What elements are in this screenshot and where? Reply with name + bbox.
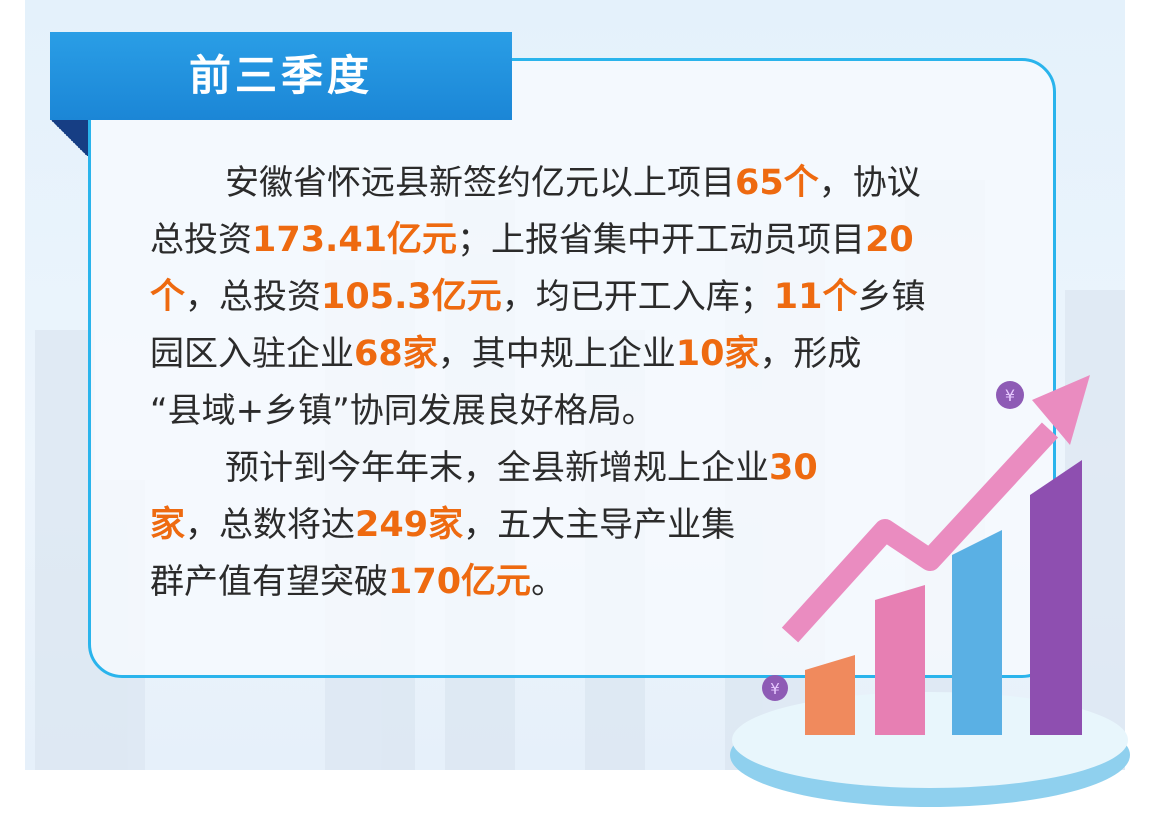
text-segment: 乡镇 [857, 277, 926, 317]
text-segment: 园区入驻企业 [150, 334, 354, 374]
text-line: 园区入驻企业68家，其中规上企业10家，形成 [150, 326, 1030, 383]
highlight-figure: 家 [150, 505, 186, 545]
highlight-figure: 170亿元 [388, 562, 532, 602]
yuan-coin-icon: ¥ [996, 381, 1024, 409]
trend-arrow-line [781, 422, 1059, 643]
section-title: 前三季度 [188, 51, 373, 100]
bar-2 [875, 585, 925, 735]
body-text: 安徽省怀远县新签约亿元以上项目65个，协议 总投资173.41亿元；上报省集中开工… [150, 155, 1030, 611]
highlight-figure: 20 [865, 220, 914, 260]
text-line: 个，总投资105.3亿元，均已开工入库；11个乡镇 [150, 269, 1030, 326]
text-segment: 总投资 [150, 220, 252, 260]
highlight-figure: 68家 [354, 334, 438, 374]
text-segment: ，总投资 [185, 277, 322, 317]
svg-text:¥: ¥ [770, 680, 780, 698]
yuan-coin-icon: ¥ [762, 675, 788, 701]
text-segment: ；上报省集中开工动员项目 [457, 220, 866, 260]
text-segment: 安徽省怀远县新签约亿元以上项目 [225, 163, 735, 203]
svg-text:¥: ¥ [1005, 386, 1015, 405]
ribbon-fold [50, 120, 88, 156]
bar-3 [952, 530, 1002, 735]
highlight-figure: 249家 [355, 505, 464, 545]
text-segment: ，协议 [818, 163, 921, 203]
text-line: 群产值有望突破170亿元。 [150, 554, 1030, 611]
text-line: “县域+乡镇”协同发展良好格局。 [150, 383, 1030, 440]
text-line: 家，总数将达249家，五大主导产业集 [150, 497, 1030, 554]
highlight-figure: 11个 [773, 277, 858, 317]
bar-1 [805, 655, 855, 735]
highlight-figure: 个 [150, 277, 186, 317]
highlight-figure: 65个 [735, 163, 819, 203]
text-segment: ，均已开工入库； [501, 277, 774, 317]
title-ribbon: 前三季度 [50, 32, 512, 120]
trend-arrow-head [1032, 375, 1090, 445]
text-segment: 群产值有望突破 [150, 562, 388, 602]
growth-chart-illustration: ¥ ¥ [730, 375, 1130, 807]
highlight-figure: 105.3亿元 [321, 277, 502, 317]
bar-4 [1030, 460, 1082, 735]
text-segment: ，形成 [759, 334, 862, 374]
text-segment: ，总数将达 [185, 505, 356, 545]
text-segment: ，其中规上企业 [437, 334, 676, 374]
content-card [88, 58, 1056, 678]
highlight-figure: 10家 [675, 334, 760, 374]
text-line: 预计到今年年末，全县新增规上企业30 [150, 440, 1030, 497]
text-segment: 预计到今年年末，全县新增规上企业 [225, 448, 769, 488]
text-line: 总投资173.41亿元；上报省集中开工动员项目20 [150, 212, 1030, 269]
text-segment: 。 [531, 562, 566, 602]
highlight-figure: 173.41亿元 [252, 220, 458, 260]
text-segment: ，五大主导产业集 [463, 505, 736, 545]
highlight-figure: 30 [769, 448, 818, 488]
text-segment: “县域+乡镇”协同发展良好格局。 [150, 391, 656, 431]
text-line: 安徽省怀远县新签约亿元以上项目65个，协议 [150, 155, 1030, 212]
